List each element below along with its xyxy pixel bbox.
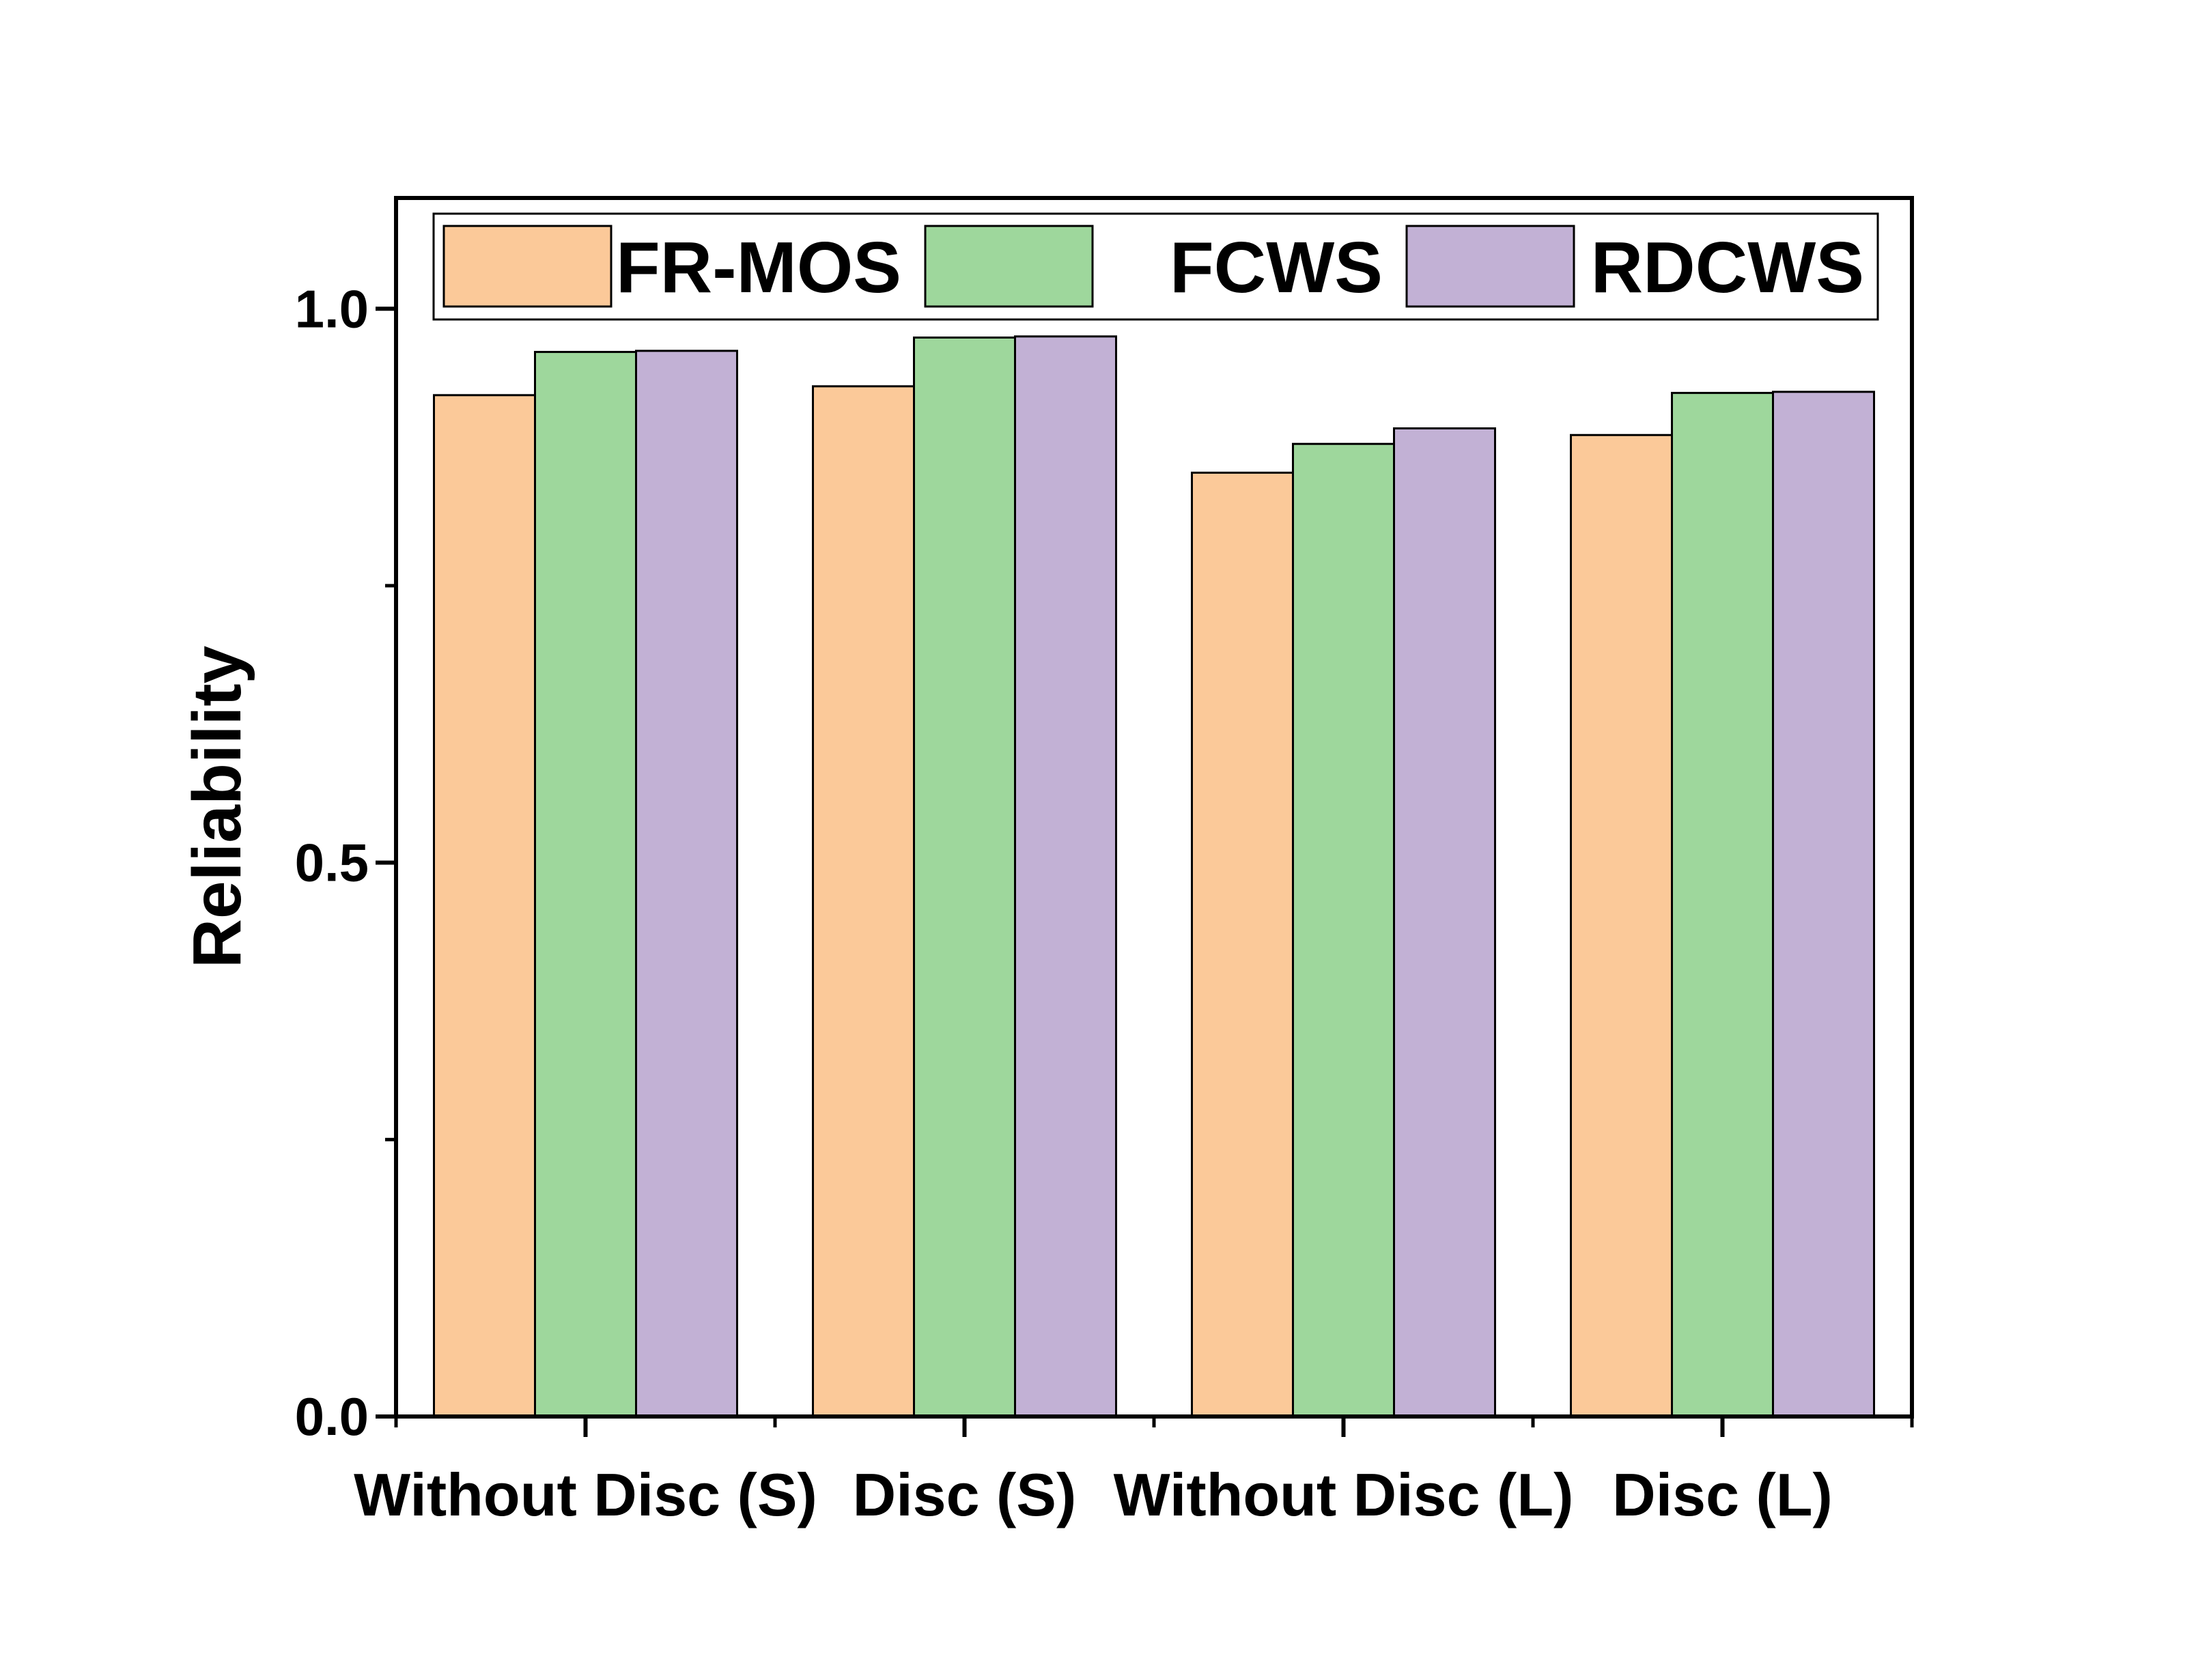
legend-swatch-fr-mos — [442, 225, 613, 308]
bar-rdcws-4 — [1772, 390, 1875, 1418]
bars-layer — [433, 335, 1875, 1418]
bar-fcws-1 — [534, 351, 637, 1418]
bar-fr-mos-4 — [1570, 433, 1673, 1418]
y-tick-label: 1.0 — [295, 279, 369, 339]
y-axis-title: Reliability — [179, 645, 255, 968]
legend-swatch-fcws — [924, 225, 1094, 308]
x-tick-label: Disc (S) — [853, 1461, 1077, 1528]
legend-swatch-rdcws — [1405, 225, 1575, 308]
bar-fr-mos-3 — [1191, 471, 1294, 1418]
bar-fr-mos-1 — [433, 394, 536, 1418]
y-tick-label: 0.5 — [295, 833, 369, 893]
legend-frame — [432, 212, 1879, 321]
axes-layer: Without Disc (S) Disc (S) Without Disc (L)… — [295, 196, 1914, 1528]
bar-fcws-4 — [1671, 392, 1774, 1418]
y-tick-label: 0.0 — [295, 1386, 369, 1447]
legend-label-rdcws: RDCWS — [1591, 227, 1864, 308]
legend-label-fr-mos: FR-MOS — [616, 227, 901, 308]
legend: FR-MOS FCWS RDCWS — [432, 212, 1879, 321]
x-tick-label: Without Disc (S) — [354, 1461, 817, 1528]
x-tick-label: Disc (L) — [1612, 1461, 1833, 1528]
legend-label-fcws: FCWS — [1170, 227, 1383, 308]
bar-rdcws-3 — [1393, 427, 1496, 1418]
x-tick-label: Without Disc (L) — [1114, 1461, 1574, 1528]
bar-rdcws-1 — [635, 350, 738, 1418]
bar-rdcws-2 — [1014, 335, 1117, 1418]
bar-fcws-2 — [913, 336, 1016, 1418]
bar-fcws-3 — [1292, 442, 1395, 1418]
bar-fr-mos-2 — [812, 385, 915, 1418]
